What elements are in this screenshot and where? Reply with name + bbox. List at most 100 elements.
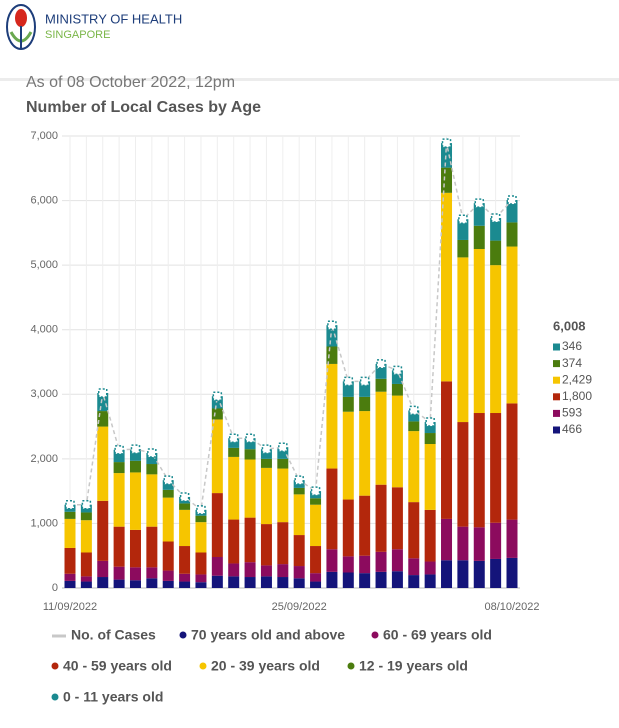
bar-segment xyxy=(408,431,420,503)
summary-value: 593 xyxy=(562,406,582,420)
bar-segment xyxy=(162,489,174,498)
bar-segment xyxy=(97,411,109,427)
bar-segment xyxy=(310,573,322,582)
total-marker xyxy=(327,320,337,330)
bar-segment xyxy=(146,464,158,475)
summary-swatch xyxy=(553,393,560,401)
total-marker xyxy=(81,499,92,510)
bar-segment xyxy=(359,555,371,574)
bar-segment xyxy=(506,222,518,247)
bar-segment xyxy=(473,560,485,588)
bar-segment xyxy=(260,565,272,577)
bar-segment xyxy=(326,346,338,364)
summary-value: 374 xyxy=(562,356,582,370)
bar-segment xyxy=(473,249,485,414)
bar-segment xyxy=(146,474,158,527)
bar-segment xyxy=(441,167,453,193)
bar-segment xyxy=(195,574,207,583)
date-note: As of 08 October 2022, 12pm xyxy=(26,74,235,91)
total-marker xyxy=(212,391,223,401)
bar-segment xyxy=(277,564,289,578)
x-tick-label: 25/09/2022 xyxy=(272,601,327,613)
bar-segment xyxy=(244,517,256,563)
bar-segment xyxy=(375,378,387,392)
bar-segment xyxy=(228,576,240,588)
bar-segment xyxy=(211,408,223,420)
bar-segment xyxy=(506,246,518,404)
bar-segment xyxy=(391,549,403,572)
bar-segment xyxy=(277,577,289,588)
bar-segment xyxy=(228,447,240,457)
bar-segment xyxy=(146,567,158,579)
total-marker xyxy=(441,138,452,148)
bar-segment xyxy=(80,581,92,588)
bar-segment xyxy=(424,509,436,562)
bar-segment xyxy=(80,512,92,521)
bar-segment xyxy=(424,561,436,575)
bar-segment xyxy=(97,426,109,501)
bar-segment xyxy=(293,487,305,495)
bar-segment xyxy=(195,582,207,588)
bar-segment xyxy=(162,580,174,588)
total-marker xyxy=(474,198,485,208)
total-marker xyxy=(458,214,468,225)
legend-dot xyxy=(371,631,379,639)
legend-label: 40 - 59 years old xyxy=(63,658,172,674)
bar-segment xyxy=(64,518,76,548)
y-tick-label: 1,000 xyxy=(30,517,58,529)
bar-segment xyxy=(64,573,76,581)
total-marker xyxy=(97,388,108,398)
bar-segment xyxy=(80,576,92,582)
bar-segment xyxy=(375,363,387,379)
bar-segment xyxy=(326,363,338,469)
bar-segment xyxy=(359,381,371,397)
bar-segment xyxy=(146,526,158,568)
legend-dot xyxy=(51,693,59,701)
bar-segment xyxy=(342,411,354,500)
bar-segment xyxy=(457,422,469,527)
bar-segment xyxy=(179,546,191,574)
bar-segment xyxy=(473,225,485,249)
total-marker xyxy=(278,442,288,452)
bar-segment xyxy=(342,556,354,573)
header-shadow xyxy=(0,78,619,81)
total-marker xyxy=(294,475,304,485)
total-marker xyxy=(147,448,157,458)
total-marker xyxy=(65,499,75,510)
bar-segment xyxy=(64,511,76,519)
bar-segment xyxy=(146,453,158,465)
bar-segment xyxy=(375,551,387,572)
total-marker xyxy=(359,376,370,387)
bar-segment xyxy=(211,396,223,409)
bar-segment xyxy=(326,325,338,347)
legend-label: No. of Cases xyxy=(71,627,156,643)
bar-segment xyxy=(129,580,141,588)
bar-segment xyxy=(179,503,191,510)
summary-swatch xyxy=(553,409,560,417)
bar-segment xyxy=(506,200,518,223)
bar-segment xyxy=(441,381,453,519)
bar-segment xyxy=(293,494,305,536)
bar-segment xyxy=(244,438,256,450)
bar-segment xyxy=(97,392,109,412)
bar-segment xyxy=(326,549,338,572)
bar-segment xyxy=(211,557,223,576)
total-marker xyxy=(425,417,435,427)
bar-segment xyxy=(506,403,518,520)
bar-segment xyxy=(211,493,223,558)
summary-value: 466 xyxy=(562,422,582,436)
bar-segment xyxy=(391,487,403,550)
bar-segment xyxy=(80,520,92,553)
y-tick-label: 0 xyxy=(52,582,58,594)
summary-total: 6,008 xyxy=(553,318,586,333)
bar-segment xyxy=(457,526,469,561)
bar-segment xyxy=(113,473,125,527)
bar-segment xyxy=(179,509,191,547)
bar-segment xyxy=(473,203,485,226)
bar-segment xyxy=(293,578,305,588)
summary-swatch xyxy=(553,426,560,434)
bar-segment xyxy=(391,571,403,588)
bar-segment xyxy=(375,571,387,588)
bar-segment xyxy=(293,535,305,567)
bar-segment xyxy=(408,410,420,422)
